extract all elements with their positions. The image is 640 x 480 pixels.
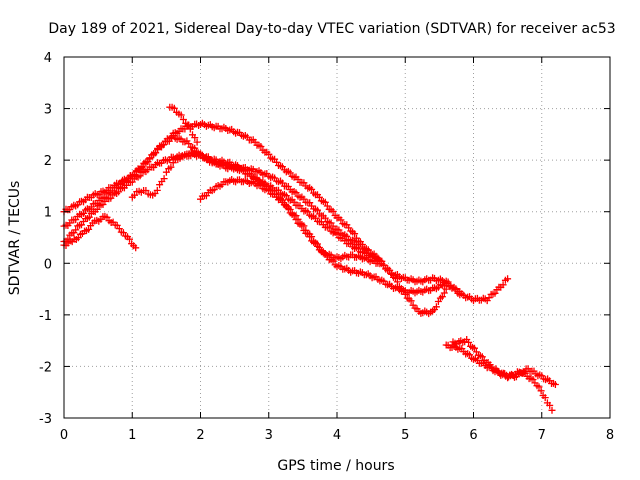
y-tick-label: -1 [39,309,52,324]
x-tick-label: 5 [401,428,409,443]
axis-ticks [63,56,611,419]
y-axis-tick-labels: -3 -2 -1 0 1 2 3 4 [39,51,52,427]
x-tick-label: 8 [606,428,614,443]
data-points [60,103,559,414]
x-tick-label: 3 [265,428,273,443]
series-pass-5 [128,148,382,263]
y-tick-label: 2 [44,154,52,169]
series-pass-9 [449,336,556,414]
series-marks [166,103,201,146]
series-pass-6 [166,103,201,146]
x-tick-label: 1 [128,428,136,443]
series-pass-7 [197,176,464,297]
series-marks [128,148,382,263]
x-tick-label: 6 [469,428,477,443]
y-axis-label: SDTVAR / TECUs [7,181,23,296]
y-tick-label: 3 [44,103,52,118]
x-axis-label: GPS time / hours [277,458,394,474]
y-tick-label: 1 [44,206,52,221]
y-tick-label: -3 [39,412,52,427]
y-tick-label: -2 [39,360,52,375]
x-tick-label: 0 [60,428,68,443]
series-marks [197,176,464,297]
series-marks [449,336,556,414]
x-tick-label: 4 [333,428,341,443]
x-tick-label: 2 [196,428,204,443]
y-tick-label: 0 [44,257,52,272]
chart-title: Day 189 of 2021, Sidereal Day-to-day VTE… [48,21,615,37]
x-tick-label: 7 [538,428,546,443]
x-axis-tick-labels: 0 1 2 3 4 5 6 7 8 [60,428,614,443]
y-tick-label: 4 [44,51,52,66]
